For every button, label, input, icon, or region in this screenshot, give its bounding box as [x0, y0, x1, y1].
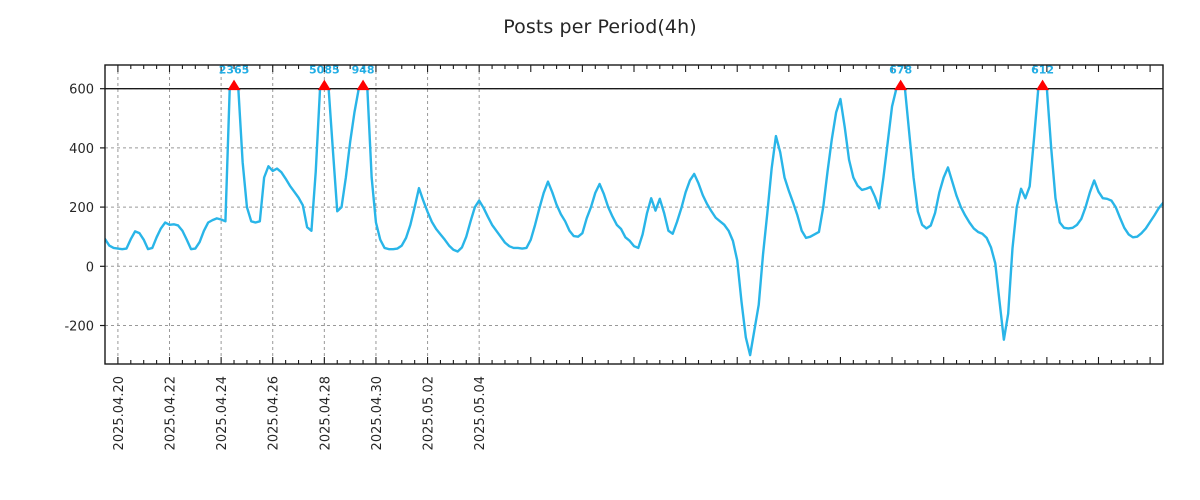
x-tick-label: 2025.04.30	[370, 376, 385, 450]
x-tick-label: 2025.04.26	[267, 376, 282, 450]
peak-value-label: 5085	[309, 64, 340, 77]
y-tick-label: 0	[86, 260, 94, 275]
peak-value-label: 2365	[219, 64, 250, 77]
peak-marker-triangle	[356, 79, 370, 91]
x-tick-label: 2025.04.28	[318, 376, 333, 450]
peak-labels: 2365 5085 948 678 612	[219, 64, 1054, 77]
x-axis-ticks: 2025.04.20 2025.04.22 2025.04.24 2025.04.26…	[104, 65, 1164, 450]
gridlines	[105, 65, 1163, 364]
x-tick-label: 2025.04.22	[164, 376, 179, 450]
y-tick-label: -200	[64, 320, 94, 335]
x-tick-label: 2025.04.24	[215, 376, 230, 450]
y-tick-label: 400	[69, 142, 94, 157]
y-tick-label: 600	[69, 83, 94, 98]
peak-value-label: 612	[1031, 64, 1054, 77]
y-axis-ticks: -200 0 200 400 600	[64, 83, 105, 335]
x-tick-label: 2025.04.20	[112, 376, 127, 450]
peak-markers	[227, 79, 1050, 91]
peak-marker-triangle	[1036, 79, 1050, 91]
peak-value-label: 678	[889, 64, 912, 77]
y-tick-label: 200	[69, 201, 94, 216]
data-series-line	[105, 85, 1163, 357]
chart-title: Posts per Period(4h)	[503, 16, 697, 38]
peak-marker-triangle	[227, 79, 241, 91]
x-tick-label: 2025.05.02	[422, 376, 437, 450]
peak-value-label: 948	[352, 64, 375, 77]
peak-marker-triangle	[894, 79, 908, 91]
plot-frame	[104, 64, 1164, 365]
x-tick-label: 2025.05.04	[473, 376, 488, 450]
peak-marker-triangle	[317, 79, 331, 91]
